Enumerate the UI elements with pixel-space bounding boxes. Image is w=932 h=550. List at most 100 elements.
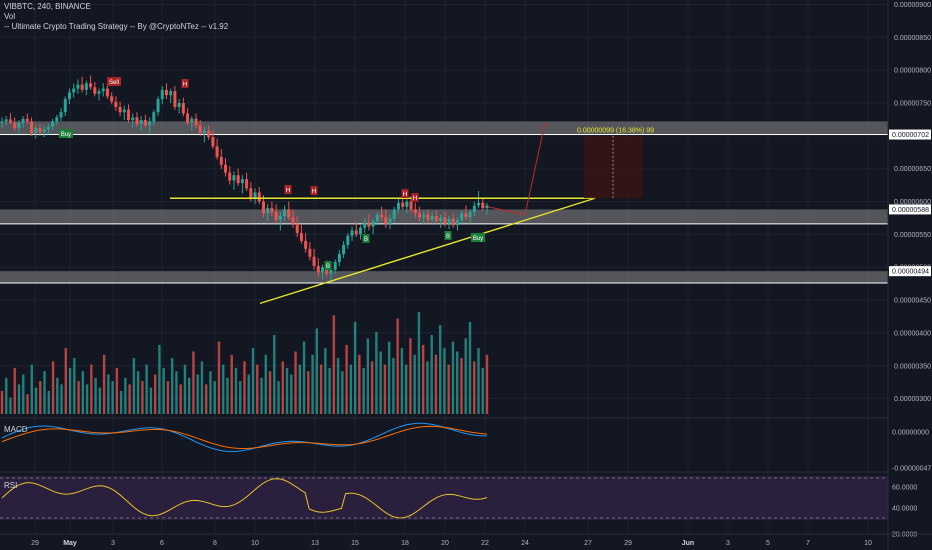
time-tick-label: Jun <box>682 540 694 547</box>
volume-bar <box>264 354 267 414</box>
volume-bar <box>260 377 263 414</box>
candlestick-series <box>0 75 489 281</box>
candle-body <box>34 127 38 134</box>
volume-bar <box>136 371 140 414</box>
volume-bar <box>226 377 229 414</box>
candle-body <box>253 192 257 198</box>
volume-bar <box>341 371 344 414</box>
volume-bar <box>234 367 238 414</box>
candle-body <box>266 208 270 214</box>
time-axis[interactable]: 29 May 3 6 8 10 13 15 18 20 22 24 27 29 Jun 3 5 7 10 <box>0 533 932 547</box>
volume-bar <box>209 371 212 414</box>
volume-bar <box>158 344 161 414</box>
candle-body <box>177 102 181 107</box>
volume-bar <box>251 348 255 414</box>
volume-bar <box>13 367 16 414</box>
candle-body <box>451 218 455 226</box>
candle-body <box>84 83 88 90</box>
volume-bar <box>281 361 284 414</box>
volume-bar <box>247 374 250 414</box>
signal-label: Buy <box>473 236 483 242</box>
candle-body <box>186 113 190 123</box>
volume-bar <box>302 341 306 414</box>
candle-body <box>224 164 228 173</box>
volume-bar <box>149 387 153 414</box>
volume-bar <box>128 384 131 414</box>
candle-body <box>38 127 42 132</box>
candle-body <box>358 227 362 235</box>
volume-bar <box>439 325 442 414</box>
volume-bar <box>81 371 85 414</box>
price-level-tag <box>889 266 931 277</box>
volume-bar <box>456 351 459 414</box>
candle-body <box>215 146 219 157</box>
volume-bar <box>277 381 280 414</box>
time-tick-label: 18 <box>401 540 409 547</box>
candle-body <box>76 84 80 89</box>
candle-body <box>101 88 105 92</box>
candle-body <box>418 213 422 218</box>
price-tick-label: 0.00000450 <box>894 298 931 305</box>
candle-body <box>464 213 468 218</box>
candle-body <box>63 99 67 113</box>
volume-bar <box>124 377 127 414</box>
candle-body <box>337 254 341 262</box>
macd-pane: 0.00000000 -0.00000047 <box>0 417 931 473</box>
candle-body <box>202 130 206 134</box>
time-tick-label: 27 <box>584 540 592 547</box>
rsi-line <box>1 478 488 519</box>
volume-bar <box>239 381 242 414</box>
volume-bar <box>85 384 89 414</box>
price-zones <box>0 121 888 284</box>
volume-bar <box>145 364 148 414</box>
signal-badge <box>362 234 370 243</box>
volume-bar <box>336 358 340 414</box>
signal-badge <box>401 189 409 198</box>
candle-body <box>135 117 139 125</box>
candle-body <box>236 175 240 184</box>
volume-bar <box>392 358 395 414</box>
volume-bar <box>464 338 467 414</box>
time-tick-label: 13 <box>311 540 319 547</box>
candle-body <box>426 214 430 220</box>
volume-bar <box>451 341 455 414</box>
candle-body <box>443 217 447 224</box>
candle-body <box>194 118 198 126</box>
price-tick-label: 0.00000900 <box>894 2 931 9</box>
price-level-tag <box>889 204 931 215</box>
signal-badge <box>59 129 73 138</box>
volume-bar <box>294 351 297 414</box>
candle-body <box>164 89 168 96</box>
volume-bar <box>473 361 476 414</box>
candle-body <box>283 209 287 216</box>
signal-badge <box>324 261 332 270</box>
candle-body <box>139 120 143 125</box>
volume-bar <box>409 338 412 414</box>
volume-bars <box>0 312 489 414</box>
candle-body <box>392 209 396 219</box>
volume-bar <box>307 371 310 414</box>
candle-body <box>485 205 489 209</box>
candle-body <box>143 120 147 126</box>
price-axis[interactable]: 0.00000900 0.00000850 0.00000800 0.00000750… <box>887 0 931 550</box>
volume-bar <box>353 321 357 414</box>
time-tick-label: 7 <box>806 540 810 547</box>
signal-label: Buy <box>61 132 71 138</box>
volume-bar <box>73 358 76 414</box>
volume-bar <box>319 364 323 414</box>
candle-body <box>114 101 118 107</box>
signal-badge <box>181 79 189 88</box>
volume-bar <box>443 348 446 414</box>
candle-body <box>152 112 156 122</box>
signal-badge <box>284 185 292 194</box>
candle-body <box>308 248 312 257</box>
volume-bar <box>345 344 348 414</box>
volume-bar <box>119 390 123 414</box>
volume-bar <box>0 390 4 414</box>
candle-body <box>460 213 464 220</box>
grid-lines <box>0 0 888 534</box>
candle-body <box>110 96 114 102</box>
signal-label: H <box>413 196 417 202</box>
